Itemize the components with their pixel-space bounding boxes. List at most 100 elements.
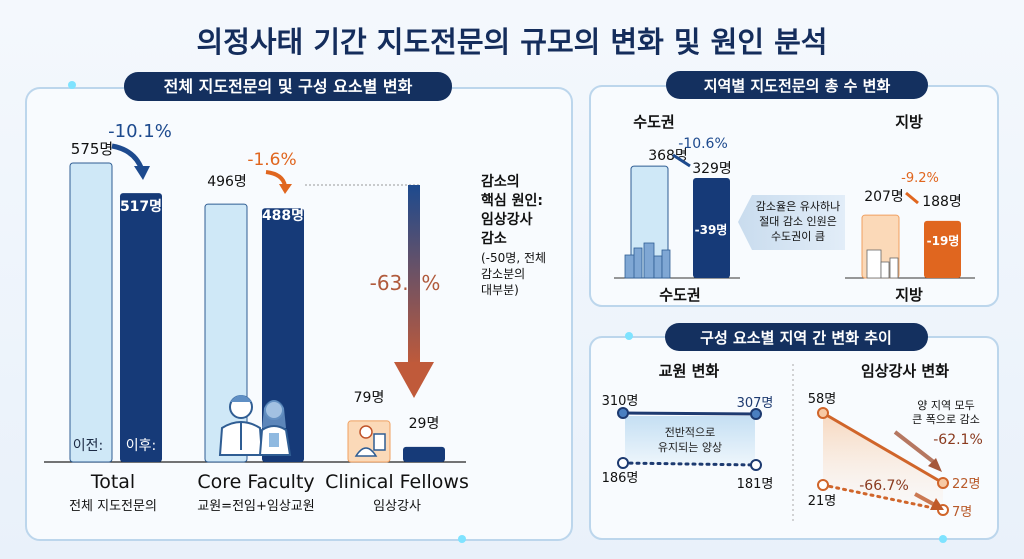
capital-axis-label: 수도권 bbox=[659, 286, 700, 304]
regional-panel: 지역별 지도전문의 총 수 변화 수도권 지방 368명 -10.6% 329명… bbox=[589, 71, 999, 307]
clinical-fellow-icon bbox=[354, 425, 386, 457]
fellows-local-after: 7명 bbox=[952, 505, 972, 520]
page-title: 의정사태 기간 지도전문의 규모의 변화 및 원인 분석 bbox=[197, 25, 828, 59]
doctors-icon bbox=[218, 395, 292, 456]
overall-header-pill bbox=[124, 72, 452, 101]
fellows-local-before: 21명 bbox=[808, 494, 837, 509]
local-before-value: 207명 bbox=[864, 189, 904, 205]
faculty-local-point-before bbox=[617, 457, 629, 469]
arrow-down-icon bbox=[394, 185, 434, 398]
fellows-local-line bbox=[821, 483, 945, 512]
svg-text:임상강사: 임상강사 bbox=[481, 211, 533, 228]
regional-header-pill bbox=[666, 71, 928, 99]
svg-text:감소의: 감소의 bbox=[481, 173, 520, 190]
local-change: -9.2% bbox=[901, 171, 939, 186]
category-subtitle-core: 교원=전임+임상교원 bbox=[197, 499, 314, 514]
fellows-before-value: 79명 bbox=[354, 390, 385, 406]
faculty-local-before: 186명 bbox=[602, 471, 639, 486]
local-diff: -19명 bbox=[927, 234, 960, 248]
fellows-after-value: 29명 bbox=[409, 416, 440, 432]
cause-annotation: 감소의 핵심 원인: 임상강사 감소 (-50명, 전체 감소분의 대부분) bbox=[481, 173, 546, 297]
faculty-local-line bbox=[621, 461, 758, 467]
trend-header-pill bbox=[665, 323, 928, 351]
capital-diff: -39명 bbox=[695, 223, 728, 237]
faculty-local-after: 181명 bbox=[737, 477, 774, 492]
faculty-capital-after: 307명 bbox=[737, 396, 774, 411]
category-subtitle-total: 전체 지도전문의 bbox=[69, 499, 157, 514]
fellows-local-change: -66.7% bbox=[859, 478, 909, 494]
local-after-value: 188명 bbox=[922, 194, 962, 210]
faculty-local-point-after bbox=[750, 459, 762, 471]
bar-clinical-fellows-after bbox=[403, 446, 445, 462]
fellows-fade-area bbox=[823, 414, 943, 512]
trend-header: 구성 요소별 지역 간 변화 추이 bbox=[700, 329, 892, 347]
capital-decrease-arrowhead-icon bbox=[928, 458, 942, 472]
local-buildings-icon bbox=[866, 249, 899, 279]
local-axis-label: 지방 bbox=[895, 286, 923, 304]
bar-local-after bbox=[924, 220, 961, 278]
fellows-local-point-before bbox=[817, 479, 829, 491]
svg-text:(-50명, 전체: (-50명, 전체 bbox=[481, 251, 546, 265]
callout: 감소율은 유사하나 절대 감소 인원은 수도권이 큼 bbox=[738, 195, 845, 250]
bar-total-after bbox=[120, 193, 162, 462]
svg-text:대부분): 대부분) bbox=[481, 283, 519, 297]
svg-text:수도권이 큼: 수도권이 큼 bbox=[771, 230, 825, 243]
faculty-note-2: 유지되는 양상 bbox=[658, 441, 722, 454]
faculty-capital-line bbox=[621, 411, 758, 416]
faculty-title: 교원 변화 bbox=[659, 362, 720, 380]
fellows-note-1: 양 지역 모두 bbox=[917, 399, 975, 412]
category-label-total: Total bbox=[90, 471, 135, 493]
faculty-note-1: 전반적으로 bbox=[665, 426, 716, 439]
trend-panel: 구성 요소별 지역 간 변화 추이 교원 변화 310명 307명 186명 1… bbox=[589, 323, 999, 543]
svg-text:감소율은 유사하나: 감소율은 유사하나 bbox=[756, 199, 840, 213]
core-before-value: 496명 bbox=[207, 174, 247, 190]
capital-title: 수도권 bbox=[633, 113, 674, 131]
overall-panel: 전체 지도전문의 및 구성 요소별 변화 이전: 이후: 575명 517명 -… bbox=[25, 72, 573, 543]
fellows-capital-point-after bbox=[937, 477, 949, 489]
regional-header: 지역별 지도전문의 총 수 변화 bbox=[704, 77, 891, 95]
fellows-capital-before: 58명 bbox=[808, 392, 837, 407]
capital-decrease-arrow-icon bbox=[893, 430, 937, 465]
fellows-note-2: 큰 폭으로 감소 bbox=[912, 413, 980, 426]
total-change-arrowhead-icon bbox=[134, 166, 150, 180]
before-label: 이전: bbox=[73, 438, 103, 454]
svg-text:절대 감소 인원은: 절대 감소 인원은 bbox=[759, 215, 837, 228]
local-title: 지방 bbox=[895, 113, 923, 131]
fellows-capital-point-before bbox=[817, 407, 829, 419]
faculty-capital-point-before bbox=[617, 407, 629, 419]
total-after-value: 517명 bbox=[120, 198, 162, 215]
capital-arrow-icon bbox=[672, 153, 691, 168]
local-decrease-arrowhead-icon bbox=[930, 498, 944, 510]
fellows-capital-change: -62.1% bbox=[933, 432, 983, 448]
fellows-capital-after: 22명 bbox=[952, 477, 981, 492]
capital-change: -10.6% bbox=[678, 136, 728, 152]
fellows-title: 임상강사 변화 bbox=[861, 362, 949, 380]
total-change: -10.1% bbox=[108, 121, 172, 142]
category-label-fellows: Clinical Fellows bbox=[325, 471, 469, 493]
bar-total-before bbox=[69, 162, 113, 463]
category-label-core: Core Faculty bbox=[197, 471, 314, 493]
capital-after-value: 329명 bbox=[692, 161, 732, 177]
core-change: -1.6% bbox=[247, 150, 296, 170]
svg-text:감소분의: 감소분의 bbox=[481, 267, 525, 281]
capital-before-value: 368명 bbox=[648, 148, 688, 164]
svg-text:핵심 원인:: 핵심 원인: bbox=[481, 192, 543, 209]
bar-capital-after bbox=[693, 177, 730, 278]
overall-header: 전체 지도전문의 및 구성 요소별 변화 bbox=[164, 77, 413, 96]
svg-text:감소: 감소 bbox=[481, 230, 507, 247]
total-before-value: 575명 bbox=[71, 140, 113, 158]
faculty-capital-point-after bbox=[750, 408, 762, 420]
city-skyline-icon bbox=[624, 242, 671, 279]
fellows-change: -63.3% bbox=[370, 271, 441, 295]
local-arrow-icon bbox=[905, 191, 919, 205]
bar-core-faculty-after bbox=[262, 208, 304, 462]
fellows-capital-line bbox=[821, 411, 945, 485]
core-change-arrowhead-icon bbox=[279, 184, 292, 194]
faculty-band bbox=[625, 416, 755, 464]
local-decrease-arrow-icon bbox=[914, 492, 936, 507]
core-after-value: 488명 bbox=[262, 207, 304, 224]
after-label: 이후: bbox=[126, 438, 156, 454]
faculty-capital-before: 310명 bbox=[602, 394, 639, 409]
category-subtitle-fellows: 임상강사 bbox=[373, 499, 421, 514]
